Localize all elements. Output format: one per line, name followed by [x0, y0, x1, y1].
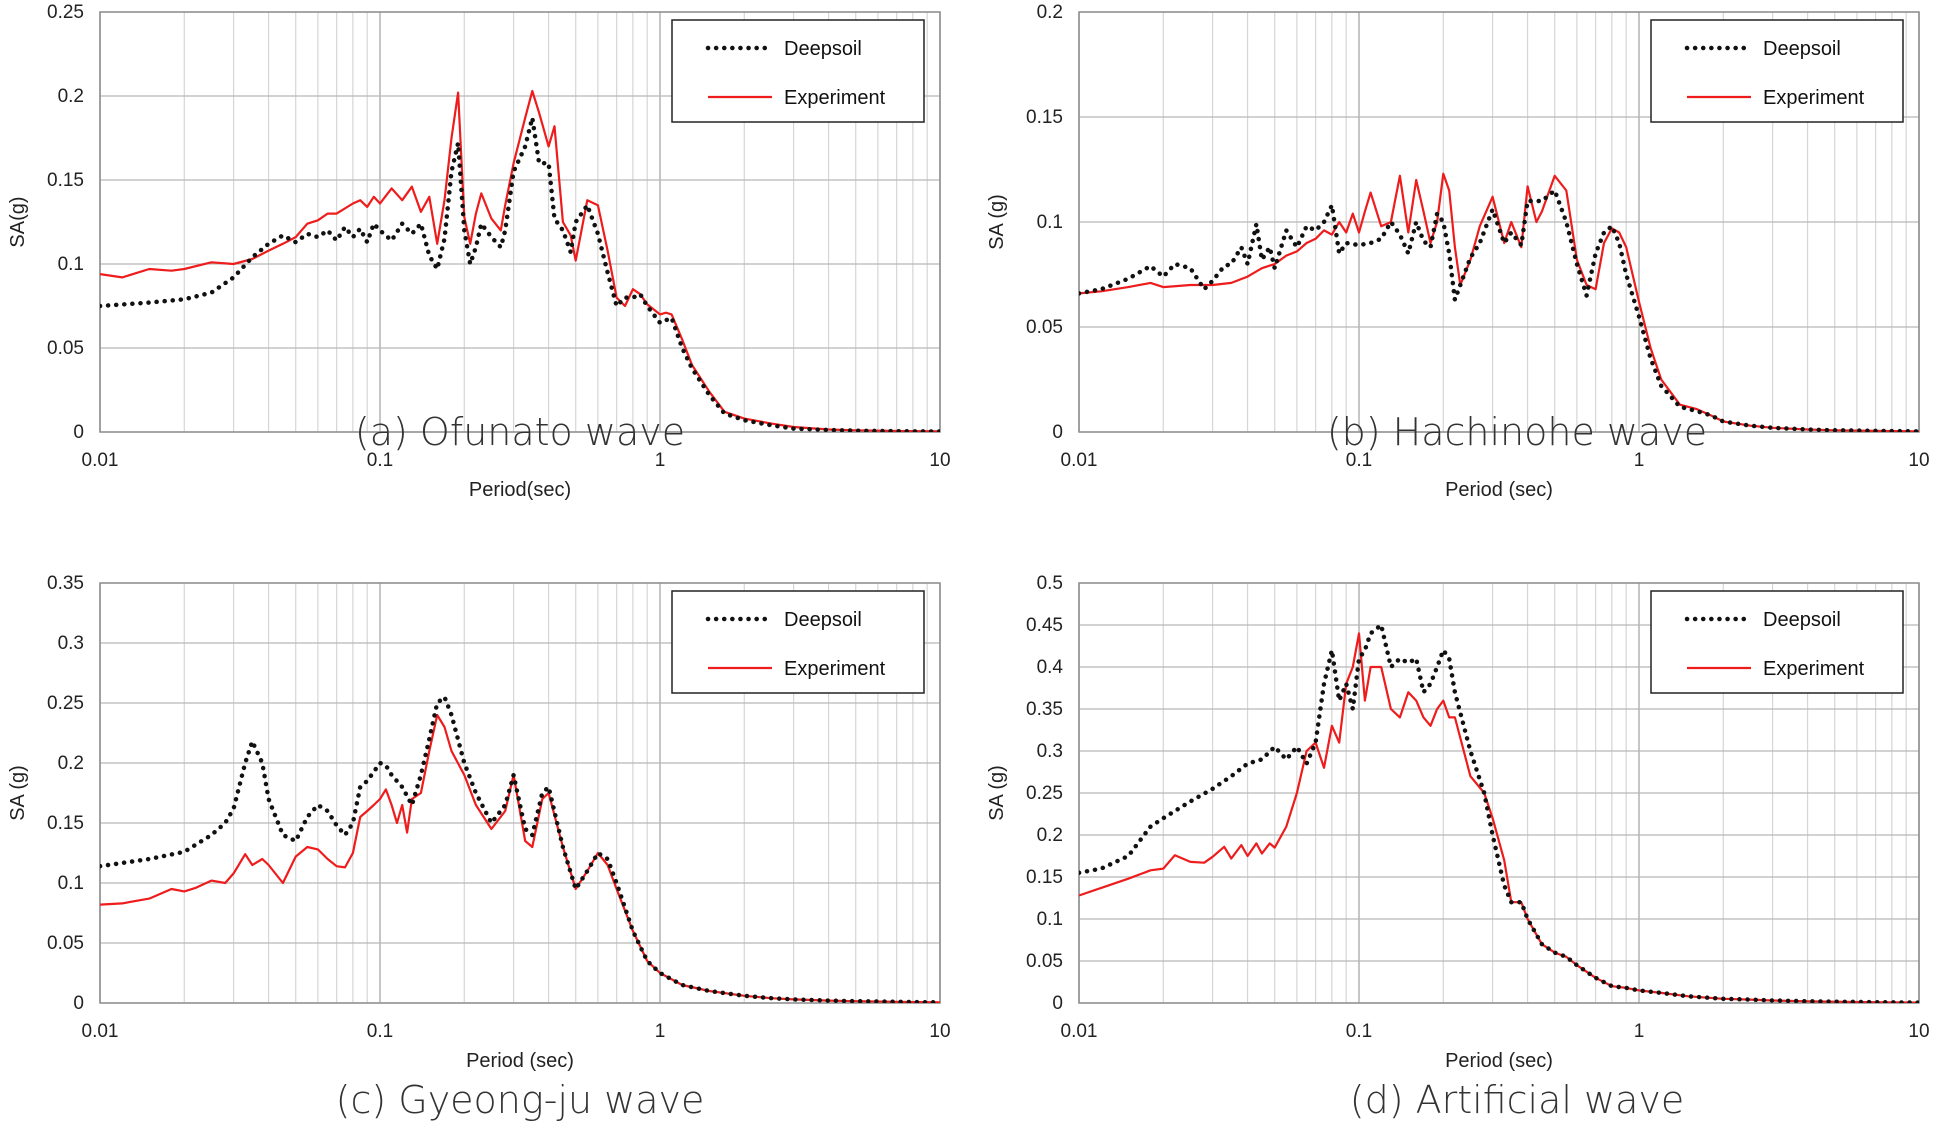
x-axis-label: Period (sec)	[466, 1050, 574, 1072]
x-tick-label: 0.01	[1061, 450, 1098, 471]
legend: Deepsoil Experiment	[671, 19, 925, 123]
x-tick-label: 0.1	[1346, 1021, 1372, 1042]
legend: Deepsoil Experiment	[671, 590, 925, 694]
experiment-series-line	[100, 713, 940, 1003]
y-tick-label: 0.05	[47, 338, 84, 359]
y-tick-label: 0.1	[1037, 909, 1063, 930]
chart-panel-d: 0.01 0.1 1 10 0 0.05 0.1 0.15 0.2 0.25 0.3 0.35 0.4 0…	[979, 540, 1958, 1080]
legend-label: Deepsoil	[784, 38, 862, 60]
x-axis-label: Period (sec)	[1445, 479, 1553, 501]
x-tick-label: 0.1	[367, 450, 393, 471]
x-tick-label: 0.1	[367, 1021, 393, 1042]
chart-d: 0.01 0.1 1 10 0 0.05 0.1 0.15 0.2 0.25 0.3 0.35 0.4 0…	[986, 573, 1930, 1072]
y-tick-label: 0.3	[58, 633, 84, 654]
x-tick-label: 10	[1908, 450, 1929, 471]
y-tick-label: 0.1	[58, 873, 84, 894]
y-axis-label: SA (g)	[986, 765, 1008, 821]
y-tick-label: 0.3	[1037, 741, 1063, 762]
series-group	[1079, 172, 1919, 432]
y-tick-label: 0.1	[58, 254, 84, 275]
series-group	[100, 89, 940, 432]
legend-box	[671, 19, 925, 123]
legend-label: Deepsoil	[784, 609, 862, 631]
y-tick-label: 0.4	[1037, 657, 1064, 678]
plot-frame	[99, 582, 941, 1004]
series-group	[100, 694, 940, 1003]
legend-box	[1650, 590, 1904, 694]
chart-panel-a: 0.01 0.1 1 10 0 0.05 0.1 0.15 0.2 0.25 Period(sec)…	[0, 0, 979, 540]
x-tick-label: 10	[1908, 1021, 1929, 1042]
y-tick-label: 0.25	[47, 2, 84, 23]
x-tick-label: 1	[655, 450, 666, 471]
deepsoil-series-line	[100, 694, 940, 1003]
y-tick-label: 0	[73, 422, 84, 443]
x-tick-label: 10	[929, 1021, 950, 1042]
y-tick-label: 0.05	[1026, 951, 1063, 972]
y-tick-label: 0.2	[58, 86, 84, 107]
y-tick-label: 0	[73, 993, 84, 1014]
y-tick-label: 0.05	[47, 933, 84, 954]
y-axis-label: SA (g)	[986, 194, 1008, 250]
x-axis-label: Period(sec)	[469, 479, 571, 501]
deepsoil-series-line	[1079, 622, 1919, 1003]
y-tick-label: 0.45	[1026, 615, 1063, 636]
legend-label: Deepsoil	[1763, 38, 1841, 60]
x-tick-label: 1	[655, 1021, 666, 1042]
legend-label: Experiment	[1763, 658, 1865, 680]
x-tick-label: 0.01	[82, 450, 119, 471]
x-tick-label: 0.01	[82, 1021, 119, 1042]
chart-c: 0.01 0.1 1 10 0 0.05 0.1 0.15 0.2 0.25 0.3 0.35 Peri…	[7, 573, 951, 1072]
y-tick-label: 0.25	[47, 693, 84, 714]
y-tick-label: 0.15	[47, 813, 84, 834]
x-tick-label: 10	[929, 450, 950, 471]
deepsoil-series-line	[1079, 188, 1919, 432]
y-tick-label: 0.2	[58, 753, 84, 774]
y-tick-label: 0	[1052, 993, 1063, 1014]
caption-d: (d) Artificial wave	[1349, 1078, 1685, 1122]
x-tick-label: 1	[1634, 450, 1645, 471]
y-tick-label: 0.05	[1026, 317, 1063, 338]
chart-panel-c: 0.01 0.1 1 10 0 0.05 0.1 0.15 0.2 0.25 0.3 0.35 Peri…	[0, 540, 979, 1080]
chart-panel-b: 0.01 0.1 1 10 0 0.05 0.1 0.15 0.2 Period (sec) SA …	[979, 0, 1958, 540]
x-tick-label: 0.01	[1061, 1021, 1098, 1042]
legend-label: Experiment	[784, 658, 886, 680]
y-tick-label: 0.5	[1037, 573, 1063, 594]
legend: Deepsoil Experiment	[1650, 19, 1904, 123]
plot-frame	[1078, 11, 1920, 433]
y-tick-label: 0.35	[1026, 699, 1063, 720]
legend-label: Deepsoil	[1763, 609, 1841, 631]
y-tick-label: 0.15	[1026, 107, 1063, 128]
y-tick-label: 0.1	[1037, 212, 1063, 233]
legend-label: Experiment	[784, 87, 886, 109]
y-tick-label: 0.15	[1026, 867, 1063, 888]
x-axis-label: Period (sec)	[1445, 1050, 1553, 1072]
chart-b: 0.01 0.1 1 10 0 0.05 0.1 0.15 0.2 Period (sec) SA …	[986, 2, 1930, 501]
legend: Deepsoil Experiment	[1650, 590, 1904, 694]
y-axis-label: SA(g)	[7, 196, 29, 247]
series-group	[1079, 622, 1919, 1003]
y-tick-label: 0.2	[1037, 2, 1063, 23]
caption-a: (a) Ofunato wave	[354, 410, 686, 454]
legend-box	[671, 590, 925, 694]
plot-frame	[1078, 582, 1920, 1004]
x-tick-label: 1	[1634, 1021, 1645, 1042]
deepsoil-series-line	[100, 115, 940, 432]
y-tick-label: 0.35	[47, 573, 84, 594]
caption-c: (c) Gyeong-ju wave	[335, 1078, 705, 1122]
legend-box	[1650, 19, 1904, 123]
chart-a: 0.01 0.1 1 10 0 0.05 0.1 0.15 0.2 0.25 Period(sec)…	[7, 2, 951, 501]
y-tick-label: 0.2	[1037, 825, 1063, 846]
y-tick-label: 0.25	[1026, 783, 1063, 804]
y-tick-label: 0.15	[47, 170, 84, 191]
y-axis-label: SA (g)	[7, 765, 29, 821]
caption-b: (b) Hachinohe wave	[1326, 410, 1708, 454]
plot-frame	[99, 11, 941, 433]
y-tick-label: 0	[1052, 422, 1063, 443]
experiment-series-line	[1079, 172, 1919, 432]
experiment-series-line	[100, 89, 940, 432]
legend-label: Experiment	[1763, 87, 1865, 109]
x-tick-label: 0.1	[1346, 450, 1372, 471]
